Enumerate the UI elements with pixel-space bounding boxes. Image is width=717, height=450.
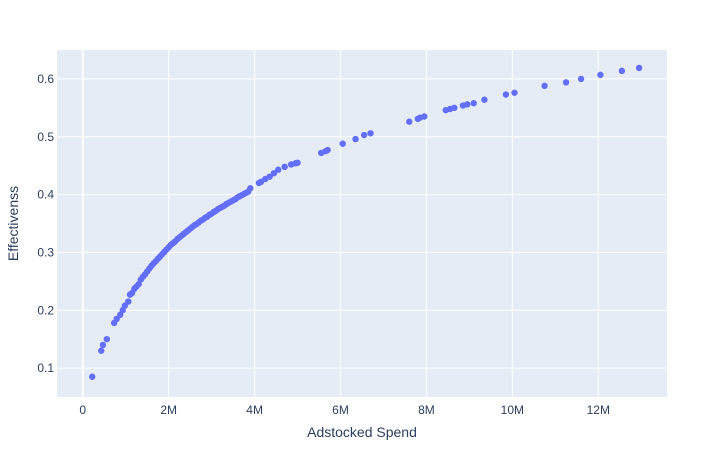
- data-point: [577, 75, 585, 83]
- data-point: [324, 146, 331, 154]
- data-point: [360, 131, 368, 139]
- data-point: [511, 89, 518, 96]
- data-point: [367, 130, 374, 137]
- y-tick-label: 0.3: [37, 245, 54, 259]
- x-tick-label: 2M: [160, 403, 177, 417]
- gridlines: [57, 50, 667, 397]
- x-tick-label: 0: [79, 403, 86, 417]
- data-point: [270, 169, 278, 177]
- x-tick-label: 10M: [501, 403, 524, 417]
- data-point: [406, 118, 413, 125]
- data-point: [294, 159, 301, 166]
- data-point: [451, 104, 458, 112]
- y-tick-label: 0.6: [37, 72, 54, 86]
- data-point: [562, 79, 570, 86]
- data-point: [266, 173, 273, 180]
- data-point: [618, 67, 626, 75]
- data-point: [275, 166, 282, 173]
- data-point: [464, 101, 471, 108]
- x-tick-label: 12M: [587, 403, 610, 417]
- data-point: [281, 163, 288, 171]
- plot-area: [57, 50, 667, 397]
- data-point: [103, 335, 111, 343]
- data-point: [339, 140, 346, 147]
- y-tick-label: 0.4: [37, 188, 54, 202]
- y-tick-label: 0.1: [37, 361, 54, 375]
- data-point: [635, 64, 643, 72]
- data-points: [89, 64, 643, 380]
- y-axis-title: Effectivenss: [5, 186, 21, 261]
- data-point: [99, 341, 107, 349]
- data-point: [98, 347, 105, 354]
- data-point: [89, 373, 96, 380]
- y-axis-ticks: 0.1 0.2 0.3 0.4 0.5 0.6: [37, 72, 54, 375]
- y-tick-label: 0.5: [37, 130, 54, 144]
- data-point: [352, 135, 359, 143]
- data-point: [421, 113, 428, 120]
- x-axis-title: Adstocked Spend: [307, 424, 417, 440]
- data-point: [481, 96, 488, 103]
- data-point: [247, 185, 254, 192]
- data-point: [470, 100, 477, 107]
- data-point: [597, 71, 604, 79]
- x-tick-label: 4M: [246, 403, 263, 417]
- x-tick-label: 6M: [332, 403, 349, 417]
- data-point: [502, 91, 510, 98]
- x-tick-label: 8M: [418, 403, 435, 417]
- data-point: [541, 82, 548, 90]
- y-tick-label: 0.2: [37, 303, 54, 317]
- data-point: [125, 298, 132, 305]
- x-axis-ticks: 0 2M 4M 6M 8M 10M 12M: [79, 403, 610, 417]
